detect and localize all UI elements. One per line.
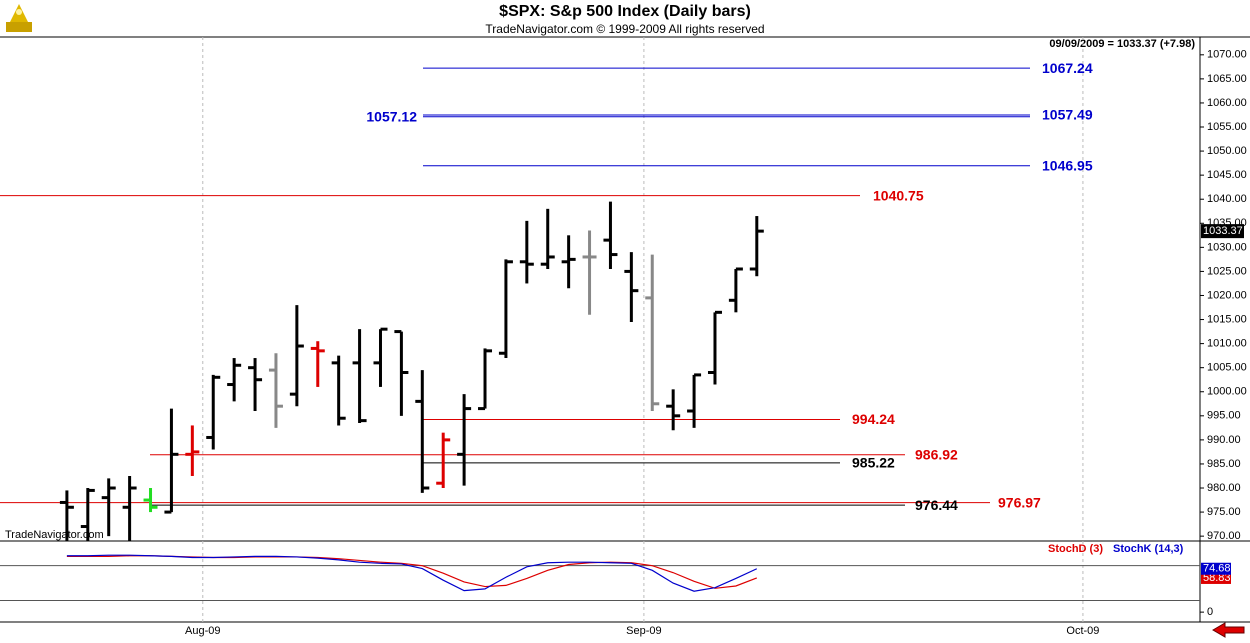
legend-entry: StochK (14,3) <box>1113 543 1184 555</box>
y-tick-label: 1000.00 <box>1207 386 1247 398</box>
price-bar <box>540 208 555 270</box>
y-tick-label: 1045.00 <box>1207 169 1247 181</box>
y-tick-label: 1055.00 <box>1207 121 1247 133</box>
price-bar <box>728 267 743 313</box>
price-bar <box>185 425 200 476</box>
price-bar <box>248 358 263 412</box>
x-tick-label: Oct-09 <box>1066 625 1099 637</box>
scroll-arrow[interactable] <box>1212 622 1245 638</box>
y-tick-label: 990.00 <box>1207 434 1241 446</box>
price-bar <box>603 201 618 270</box>
price-bar <box>519 220 534 284</box>
level-label: 1057.49 <box>1042 107 1093 123</box>
y-tick-label: 1005.00 <box>1207 362 1247 374</box>
price-bar <box>478 348 493 411</box>
price-bar <box>143 488 158 513</box>
value-label: 74.68 <box>1203 563 1231 575</box>
price-bar <box>310 341 325 387</box>
level-label: 986.92 <box>915 446 958 462</box>
value-label: 58.83 <box>1203 572 1231 584</box>
y-tick-label: 985.00 <box>1207 458 1241 470</box>
y-tick-label: 1040.00 <box>1207 193 1247 205</box>
last-price-label: 1033.37 <box>1203 225 1243 237</box>
value-box <box>1201 571 1231 584</box>
price-bar <box>227 358 242 402</box>
x-tick-label: Sep-09 <box>626 625 661 637</box>
level-label: 985.22 <box>852 455 895 471</box>
price-bar <box>498 259 513 359</box>
price-bar <box>352 329 367 424</box>
stoch-line <box>66 554 758 592</box>
y-tick-label: 1070.00 <box>1207 49 1247 61</box>
level-label: 994.24 <box>852 411 895 427</box>
x-tick-label: Aug-09 <box>185 625 220 637</box>
price-bar <box>331 355 346 426</box>
price-bar <box>394 330 409 416</box>
level-label: 1057.12 <box>366 109 417 125</box>
price-bar <box>59 490 74 541</box>
y-tick-label: 1065.00 <box>1207 73 1247 85</box>
price-bar <box>373 327 388 387</box>
price-bar <box>101 478 116 537</box>
y-tick-label: 975.00 <box>1207 506 1241 518</box>
level-label: 1067.24 <box>1042 60 1093 76</box>
price-bar <box>80 488 95 541</box>
logo <box>6 4 32 32</box>
y-tick-label: 0 <box>1207 606 1213 618</box>
level-label: 976.97 <box>998 494 1041 510</box>
price-bar <box>164 408 179 514</box>
value-box <box>1201 562 1231 575</box>
price-bar <box>687 373 702 428</box>
price-bar <box>707 310 722 385</box>
price-bar <box>289 305 304 407</box>
price-bar <box>749 216 764 277</box>
price-bar <box>436 432 451 489</box>
price-bar <box>268 353 283 428</box>
y-tick-label: 995.00 <box>1207 410 1241 422</box>
y-tick-label: 980.00 <box>1207 482 1241 494</box>
y-tick-label: 1015.00 <box>1207 313 1247 325</box>
y-tick-label: 1060.00 <box>1207 97 1247 109</box>
info-text: 09/09/2009 = 1033.37 (+7.98) <box>1049 38 1195 50</box>
price-bar <box>415 370 430 493</box>
price-bar <box>457 394 472 486</box>
y-tick-label: 1010.00 <box>1207 338 1247 350</box>
level-label: 976.44 <box>915 497 958 513</box>
price-bar <box>582 230 597 315</box>
price-bar <box>624 252 639 322</box>
y-tick-label: 1030.00 <box>1207 241 1247 253</box>
price-bar <box>645 254 660 412</box>
legend-entry: StochD (3) <box>1048 543 1103 555</box>
price-bar <box>122 475 137 541</box>
y-tick-label: 1020.00 <box>1207 289 1247 301</box>
price-bar <box>206 374 221 450</box>
y-tick-label: 1050.00 <box>1207 145 1247 157</box>
level-label: 1046.95 <box>1042 157 1093 173</box>
y-tick-label: 970.00 <box>1207 530 1241 542</box>
watermark: TradeNavigator.com <box>5 529 104 541</box>
price-bar <box>561 235 576 289</box>
price-bar <box>666 389 681 431</box>
y-tick-label: 1025.00 <box>1207 265 1247 277</box>
level-label: 1040.75 <box>873 187 924 203</box>
last-price-box <box>1201 224 1244 239</box>
chart-title: $SPX: S&p 500 Index (Daily bars) <box>499 3 751 20</box>
subtitle: TradeNavigator.com © 1999-2009 All right… <box>485 22 764 36</box>
